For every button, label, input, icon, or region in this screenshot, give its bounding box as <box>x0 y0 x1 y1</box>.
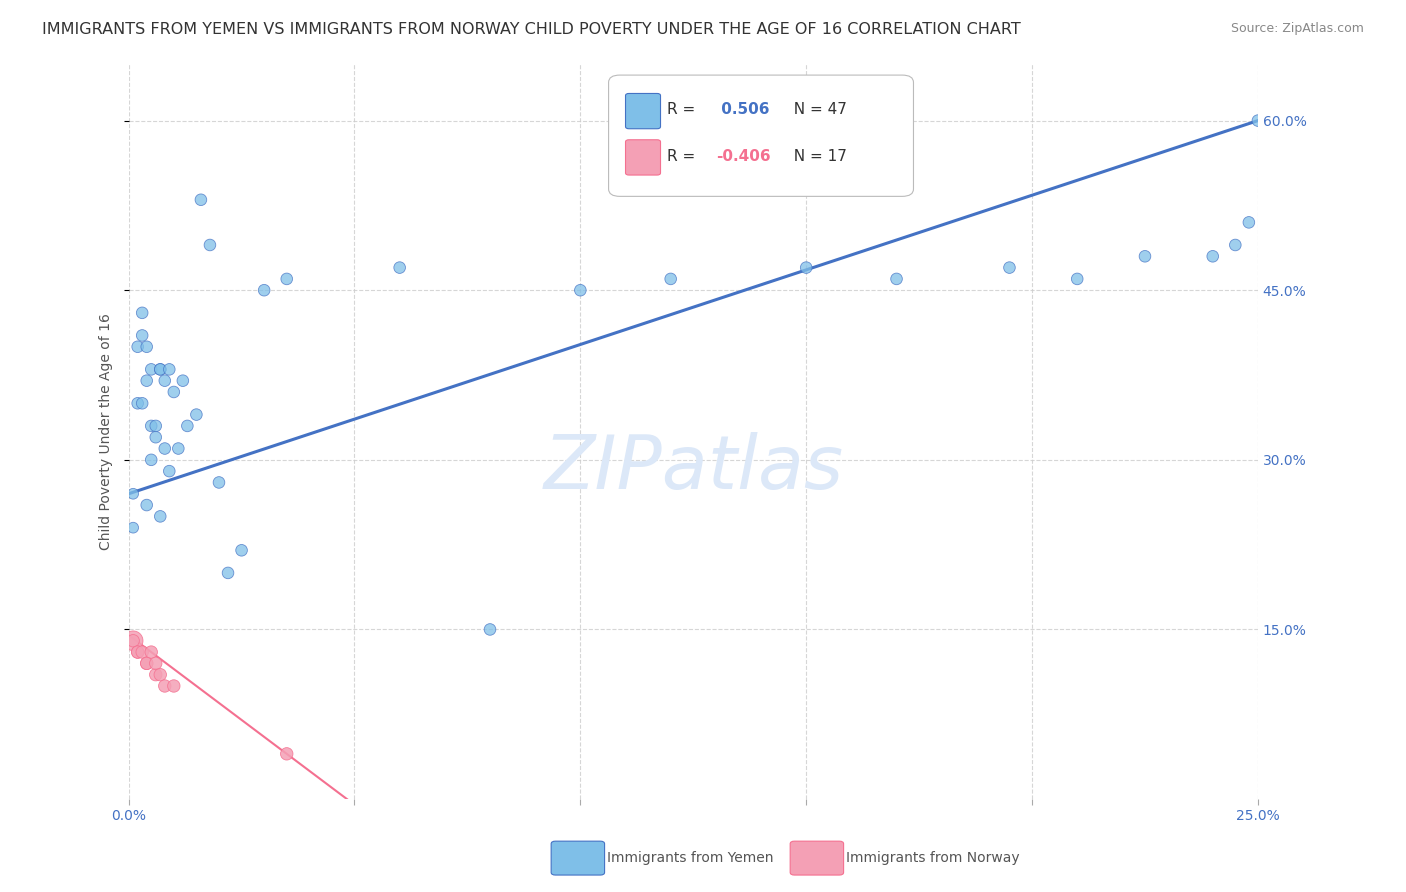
Point <box>149 509 172 524</box>
Point <box>186 408 208 422</box>
Text: IMMIGRANTS FROM YEMEN VS IMMIGRANTS FROM NORWAY CHILD POVERTY UNDER THE AGE OF 1: IMMIGRANTS FROM YEMEN VS IMMIGRANTS FROM… <box>42 22 1021 37</box>
Text: R =: R = <box>668 102 700 117</box>
Point <box>198 238 221 252</box>
Text: N = 17: N = 17 <box>783 149 846 164</box>
Point <box>145 430 167 444</box>
Point <box>479 623 502 637</box>
Point <box>141 362 163 376</box>
Point <box>149 362 172 376</box>
Point <box>276 272 298 286</box>
Point <box>141 418 163 433</box>
Point <box>145 418 167 433</box>
Text: Immigrants from Yemen: Immigrants from Yemen <box>607 851 773 865</box>
Text: Immigrants from Norway: Immigrants from Norway <box>846 851 1019 865</box>
Point <box>122 487 145 501</box>
Point <box>145 657 167 671</box>
Point <box>141 645 163 659</box>
Point <box>659 272 682 286</box>
Text: -0.406: -0.406 <box>716 149 770 164</box>
Point <box>886 272 908 286</box>
Point <box>276 747 298 761</box>
Point <box>127 396 149 410</box>
Point <box>1066 272 1088 286</box>
Point <box>149 667 172 681</box>
Point <box>149 362 172 376</box>
Point <box>163 384 186 399</box>
Point <box>176 418 198 433</box>
Point <box>131 328 153 343</box>
Point <box>122 521 145 535</box>
Point <box>231 543 253 558</box>
Point <box>153 374 176 388</box>
Point <box>135 657 157 671</box>
Point <box>569 283 592 297</box>
Text: 0.506: 0.506 <box>716 102 769 117</box>
Point <box>157 362 180 376</box>
FancyBboxPatch shape <box>626 94 661 128</box>
Text: Source: ZipAtlas.com: Source: ZipAtlas.com <box>1230 22 1364 36</box>
Point <box>135 340 157 354</box>
Point <box>135 657 157 671</box>
Point <box>253 283 276 297</box>
Point <box>190 193 212 207</box>
Point <box>388 260 411 275</box>
Point <box>131 645 153 659</box>
Point <box>1133 249 1156 263</box>
Point <box>167 442 190 456</box>
Point <box>1247 113 1270 128</box>
FancyBboxPatch shape <box>626 140 661 175</box>
Point <box>122 633 145 648</box>
Point <box>131 396 153 410</box>
Point <box>122 633 145 648</box>
Point <box>141 453 163 467</box>
Text: R =: R = <box>668 149 700 164</box>
Point <box>794 260 817 275</box>
Point <box>135 374 157 388</box>
Point <box>208 475 231 490</box>
Point <box>127 340 149 354</box>
Y-axis label: Child Poverty Under the Age of 16: Child Poverty Under the Age of 16 <box>100 313 114 550</box>
Point <box>172 374 194 388</box>
FancyBboxPatch shape <box>609 75 914 196</box>
Point <box>127 645 149 659</box>
Point <box>153 679 176 693</box>
Point <box>153 442 176 456</box>
Point <box>127 645 149 659</box>
Text: N = 47: N = 47 <box>783 102 846 117</box>
Point <box>1237 215 1260 229</box>
Point <box>157 464 180 478</box>
Point <box>135 498 157 512</box>
Point <box>217 566 239 580</box>
Point <box>131 306 153 320</box>
Point <box>145 667 167 681</box>
Point <box>998 260 1021 275</box>
Text: ZIPatlas: ZIPatlas <box>543 433 844 504</box>
Point <box>163 679 186 693</box>
Point <box>1225 238 1247 252</box>
Point <box>1202 249 1225 263</box>
